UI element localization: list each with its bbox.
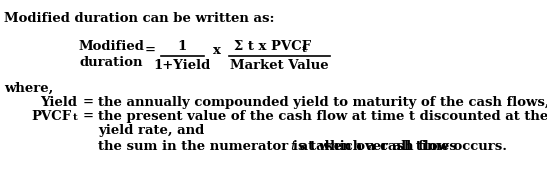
Text: t: t <box>302 45 307 54</box>
Text: yield rate, and: yield rate, and <box>98 124 205 137</box>
Text: 1: 1 <box>177 40 187 53</box>
Text: t: t <box>73 113 78 122</box>
Text: =: = <box>83 96 94 109</box>
Text: the annually compounded yield to maturity of the cash flows,: the annually compounded yield to maturit… <box>98 96 547 109</box>
Text: duration: duration <box>80 56 143 69</box>
Text: 1+Yield: 1+Yield <box>154 59 211 72</box>
Text: Modified: Modified <box>78 40 144 53</box>
Text: Σ t x PVCF: Σ t x PVCF <box>234 40 311 53</box>
Text: the sum in the numerator is taken over all times: the sum in the numerator is taken over a… <box>98 140 462 153</box>
Text: Modified duration can be written as:: Modified duration can be written as: <box>4 12 275 25</box>
Text: Market Value: Market Value <box>230 59 329 72</box>
Text: Yield: Yield <box>40 96 77 109</box>
Text: PVCF: PVCF <box>31 110 72 123</box>
Text: the present value of the cash flow at time t discounted at the: the present value of the cash flow at ti… <box>98 110 547 123</box>
Text: where,: where, <box>4 82 53 95</box>
Text: t: t <box>290 140 296 153</box>
Text: x: x <box>213 43 220 56</box>
Text: at which a cash flow occurs.: at which a cash flow occurs. <box>295 140 507 153</box>
Text: =: = <box>83 110 94 123</box>
Text: =: = <box>145 43 156 56</box>
